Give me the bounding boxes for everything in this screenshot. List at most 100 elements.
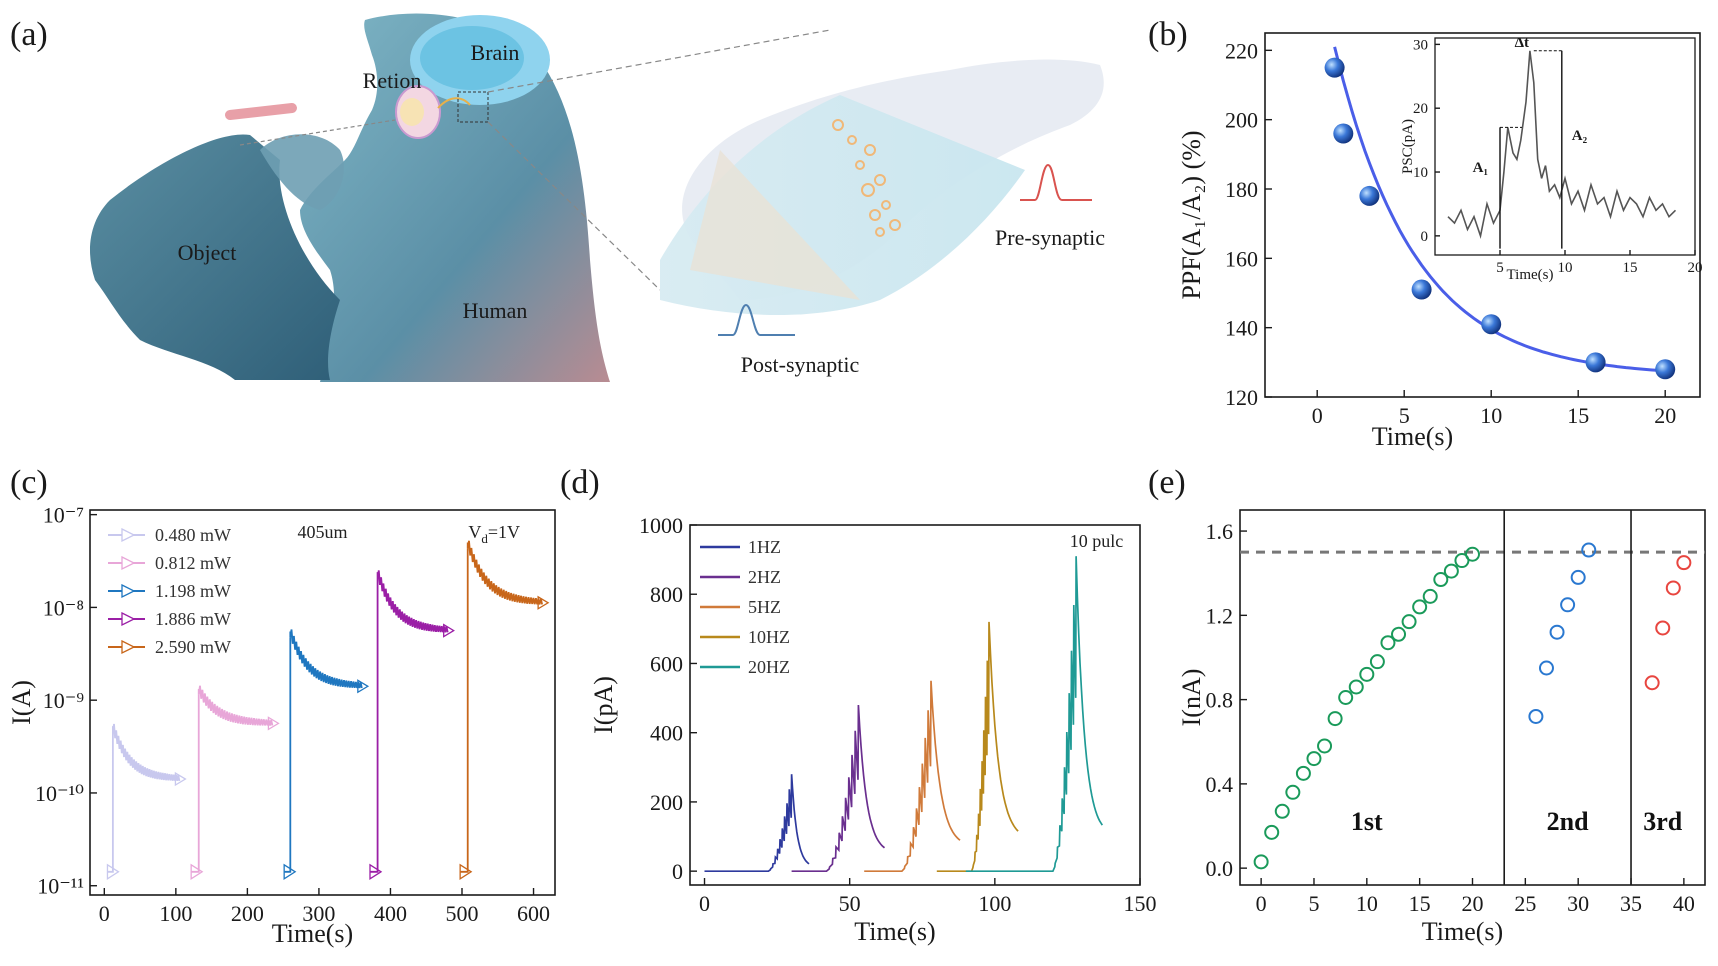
data-point bbox=[1655, 359, 1676, 380]
inset-frame bbox=[1434, 37, 1696, 256]
x-tick-label: 5 bbox=[1308, 891, 1319, 916]
y-tick-label: 800 bbox=[650, 582, 683, 607]
y-tick-label: 1.2 bbox=[1206, 603, 1234, 628]
data-point bbox=[1359, 666, 1375, 682]
y-tick-label: 0 bbox=[1421, 229, 1429, 245]
data-point bbox=[1644, 675, 1660, 691]
x-tick-label: 100 bbox=[978, 891, 1011, 916]
x-tick-label: 300 bbox=[302, 901, 335, 926]
y-tick-label: 0.4 bbox=[1206, 772, 1234, 797]
vesicle bbox=[881, 200, 891, 210]
chart-ppf: 0 5 10 15 20120140160180200220Time(s)PPF(A₁/… bbox=[1177, 32, 1703, 451]
x-tick-label: 10 bbox=[1356, 891, 1378, 916]
y-axis-label: I(pA) bbox=[589, 676, 618, 734]
vesicle bbox=[861, 183, 875, 197]
zoom-line-top bbox=[487, 29, 831, 93]
data-point bbox=[1528, 708, 1544, 724]
plot-frame bbox=[1239, 509, 1706, 886]
x-tick-label: 0 bbox=[99, 901, 110, 926]
panel-label-d: (d) bbox=[560, 464, 600, 501]
data-point bbox=[1264, 824, 1280, 840]
pen-icon bbox=[225, 103, 297, 120]
marker-triangle bbox=[283, 863, 297, 880]
y-tick-label: 10⁻⁸ bbox=[43, 595, 84, 620]
y-tick-label: 1000 bbox=[639, 513, 683, 538]
panel-label-b: (b) bbox=[1148, 16, 1188, 53]
y-tick-label: 160 bbox=[1225, 246, 1258, 271]
data-point bbox=[1274, 803, 1290, 819]
data-point bbox=[1655, 620, 1671, 636]
x-axis-label: Time(s) bbox=[272, 919, 353, 948]
legend-label: 2HZ bbox=[748, 567, 781, 587]
x-tick-label: 600 bbox=[517, 901, 550, 926]
legend-marker bbox=[121, 583, 136, 599]
data-point bbox=[1253, 854, 1269, 870]
legend-label: 5HZ bbox=[748, 597, 781, 617]
y-axis-label: I(nA) bbox=[1177, 669, 1206, 727]
x-tick-label: 5 bbox=[1496, 260, 1504, 276]
data-point bbox=[1295, 765, 1311, 781]
plot-frame bbox=[89, 509, 556, 896]
x-axis-label: Time(s) bbox=[1422, 917, 1503, 946]
data-point bbox=[1665, 580, 1681, 596]
label-object: Object bbox=[178, 240, 237, 265]
y-tick-label: 400 bbox=[650, 721, 683, 746]
data-point bbox=[1443, 563, 1459, 579]
vesicle bbox=[869, 209, 881, 221]
y-tick-label: 1.6 bbox=[1206, 519, 1234, 544]
optic-nerve bbox=[437, 97, 471, 109]
vesicle bbox=[832, 119, 844, 131]
object-shape bbox=[90, 134, 340, 380]
data-point bbox=[1317, 738, 1333, 754]
data-point bbox=[1560, 597, 1576, 613]
x-axis-label: Time(s) bbox=[1372, 422, 1453, 451]
current-trace bbox=[791, 704, 886, 873]
data-point bbox=[1401, 614, 1417, 630]
data-point bbox=[1412, 599, 1428, 615]
human-silhouette bbox=[300, 13, 610, 383]
legend-label: 0.812 mW bbox=[155, 553, 231, 573]
inset-a1-label: A₁ bbox=[1473, 160, 1488, 176]
x-tick-label: 20 bbox=[1688, 260, 1703, 276]
data-point bbox=[1327, 711, 1343, 727]
post-synaptic-neuron bbox=[690, 150, 860, 300]
hand-shape bbox=[260, 134, 344, 210]
vesicle bbox=[889, 219, 901, 231]
y-tick-label: 10⁻⁷ bbox=[43, 503, 84, 528]
data-point bbox=[1285, 784, 1301, 800]
legend-label: 0.480 mW bbox=[155, 525, 231, 545]
data-point bbox=[1433, 572, 1449, 588]
data-point bbox=[1422, 588, 1438, 604]
x-tick-label: 5 bbox=[1399, 403, 1410, 428]
light-ray-line bbox=[239, 119, 396, 146]
y-axis-label: I(A) bbox=[7, 680, 36, 725]
vesicle bbox=[875, 227, 885, 237]
inset-x-label: Time(s) bbox=[1507, 267, 1554, 283]
x-tick-label: 20 bbox=[1654, 403, 1676, 428]
fit-curve bbox=[1333, 46, 1666, 373]
current-trace bbox=[284, 629, 363, 873]
marker-triangle bbox=[190, 863, 204, 880]
marker-triangle bbox=[106, 863, 120, 880]
vesicle bbox=[855, 160, 865, 170]
stage-label: 2nd bbox=[1547, 807, 1589, 836]
legend-marker bbox=[121, 611, 136, 627]
data-point bbox=[1391, 626, 1407, 642]
y-tick-label: 20 bbox=[1413, 101, 1428, 117]
x-tick-label: 35 bbox=[1620, 891, 1642, 916]
y-tick-label: 30 bbox=[1413, 37, 1428, 53]
marker-triangle bbox=[537, 595, 550, 610]
current-trace bbox=[370, 570, 449, 873]
legend-label: 1.198 mW bbox=[155, 581, 231, 601]
legend-label: 1HZ bbox=[748, 537, 781, 557]
y-tick-label: 10⁻¹⁰ bbox=[35, 781, 84, 806]
x-tick-label: 10 bbox=[1558, 260, 1573, 276]
label-human: Human bbox=[463, 298, 528, 323]
y-tick-label: 10⁻⁹ bbox=[43, 688, 85, 713]
x-tick-label: 100 bbox=[159, 901, 192, 926]
current-trace bbox=[704, 774, 810, 873]
vesicle bbox=[847, 135, 857, 145]
legend-marker bbox=[121, 527, 136, 543]
y-tick-label: 600 bbox=[650, 651, 683, 676]
x-tick-label: 0 bbox=[699, 891, 710, 916]
